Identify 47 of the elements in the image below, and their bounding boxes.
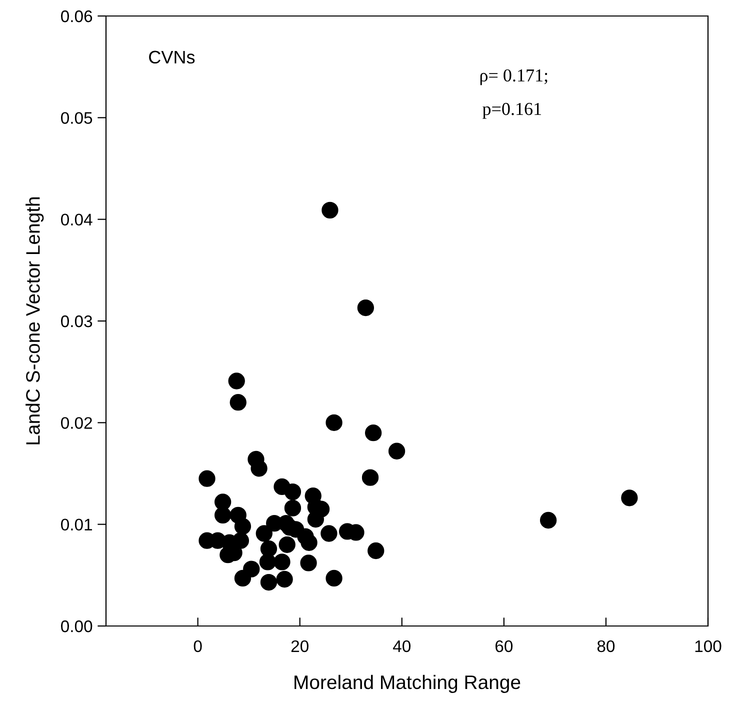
x-axis-title: Moreland Matching Range (294, 674, 520, 693)
x-tick-label: 60 (496, 640, 513, 652)
point (260, 574, 278, 591)
point (300, 554, 317, 572)
x-tick-label: 80 (597, 640, 615, 652)
point (278, 536, 296, 554)
x-tick-label: 20 (291, 640, 308, 652)
point (198, 470, 216, 487)
point (364, 424, 382, 442)
y-tick-label: 0.02 (61, 417, 92, 429)
y-tick-label: 0.06 (61, 10, 92, 22)
point (259, 554, 276, 570)
point (320, 525, 338, 542)
point (284, 500, 302, 516)
point (357, 299, 374, 316)
annotation: CVNs (149, 50, 195, 64)
point (214, 506, 232, 524)
point (234, 518, 252, 535)
point (250, 460, 268, 477)
point (230, 394, 246, 411)
point (326, 570, 342, 587)
annotation: ρ= 0.171; (480, 69, 548, 86)
y-tick-label: 0.01 (61, 518, 92, 531)
x-tick-label: 100 (695, 640, 722, 652)
y-tick-label: 0.05 (61, 112, 92, 124)
point (256, 525, 272, 542)
y-tick-label: 0.00 (61, 620, 92, 632)
x-tick-label: 0 (194, 640, 202, 652)
y-axis-title: LandC S-cone Vector Length (26, 197, 44, 444)
point (388, 442, 406, 460)
point (540, 512, 557, 529)
y-tick-label: 0.04 (61, 214, 92, 226)
point (621, 490, 638, 506)
point (284, 483, 302, 500)
x-tick-label: 40 (393, 640, 411, 652)
point (300, 534, 318, 551)
point (322, 202, 338, 219)
point (368, 542, 384, 560)
annotation: p=0.161 (482, 102, 541, 119)
point (234, 570, 252, 587)
point (276, 570, 293, 588)
y-tick-label: 0.03 (61, 315, 92, 328)
point (274, 554, 290, 570)
point (362, 469, 379, 486)
point (228, 372, 245, 390)
point (232, 532, 250, 549)
point (326, 414, 342, 432)
